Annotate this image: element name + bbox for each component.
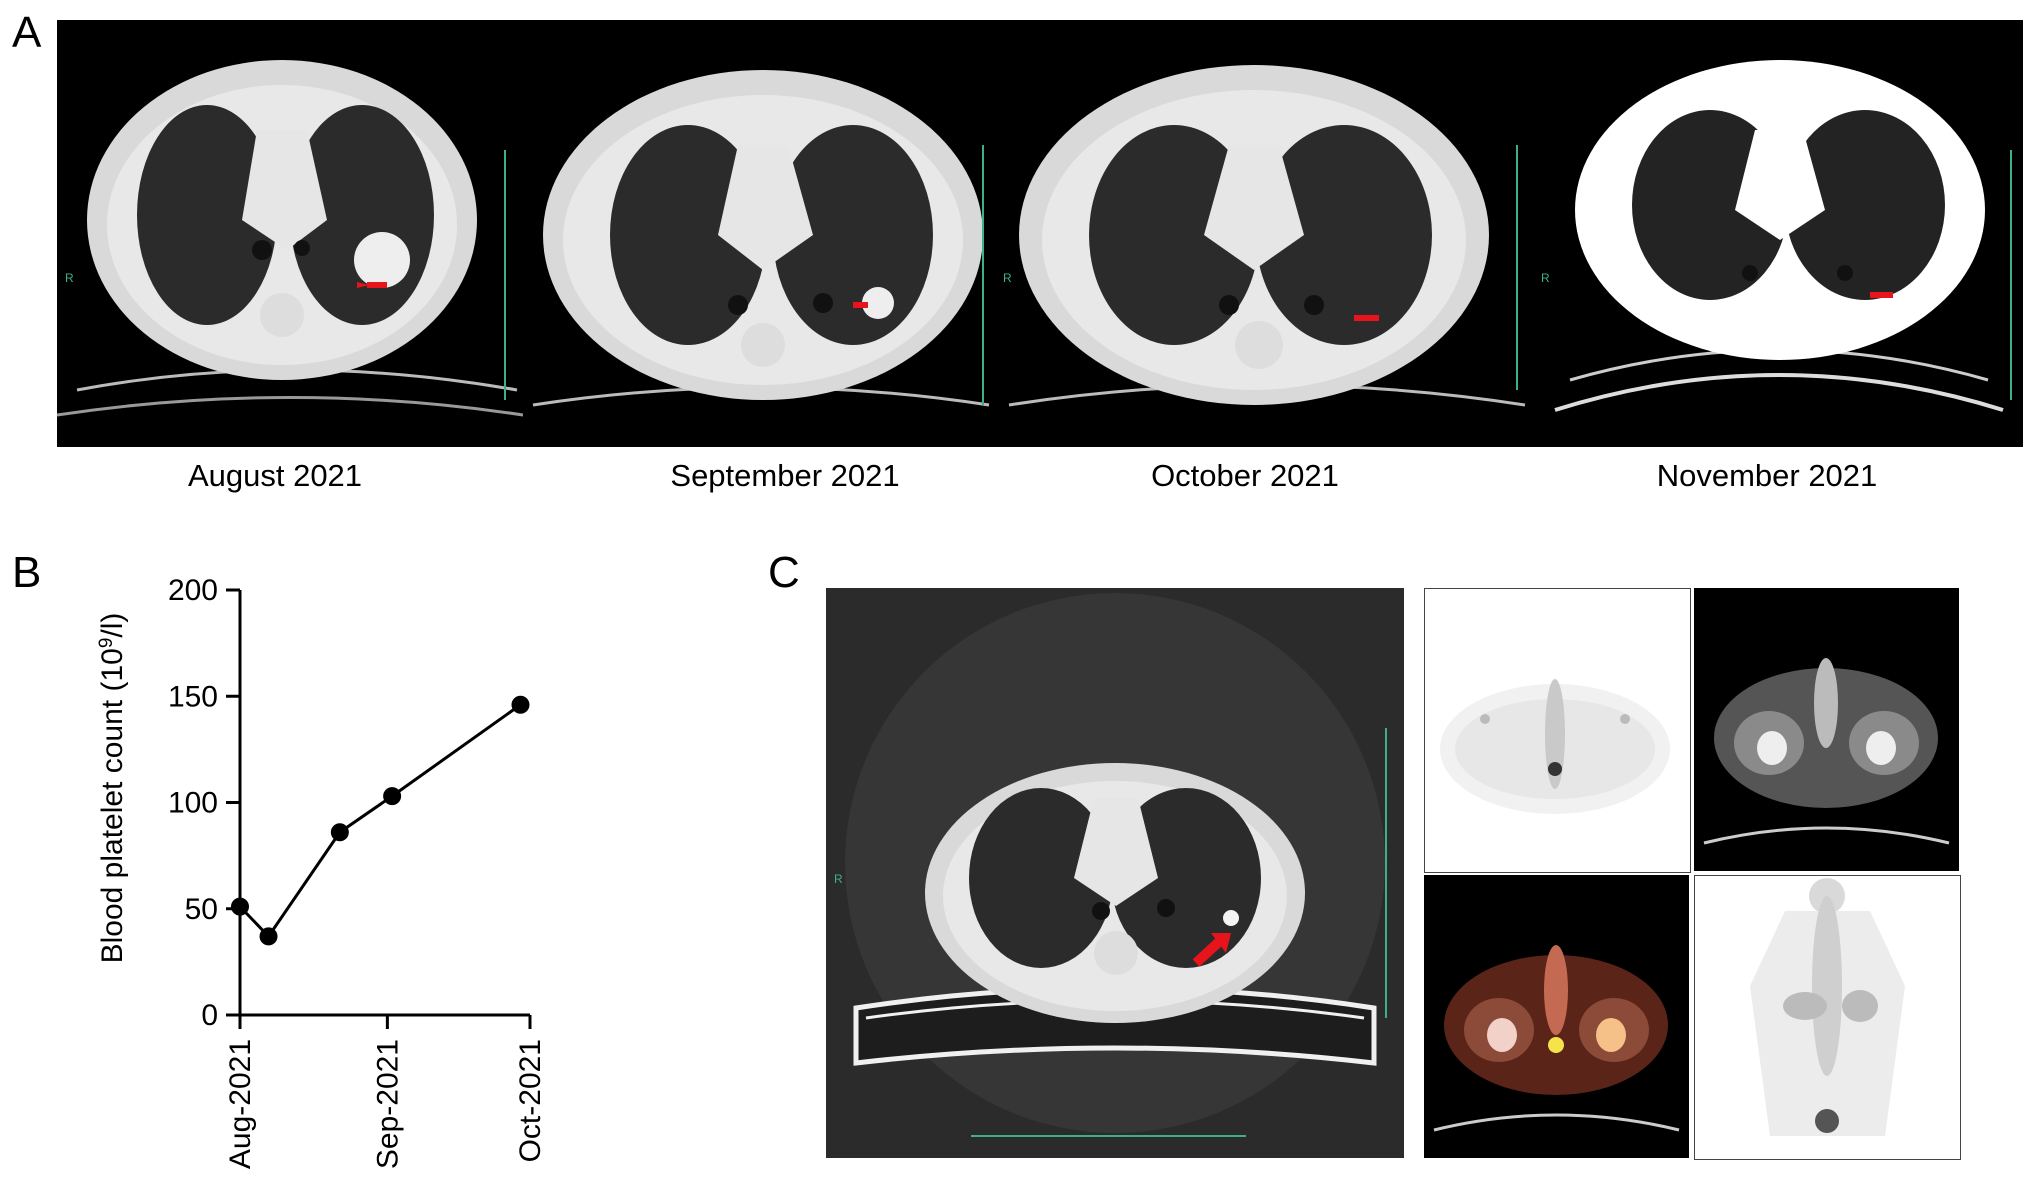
x-tick-label: Sep-2021	[371, 1039, 404, 1169]
chart-axes: 0 50 100 150 200 Aug-2021 Sep-2021 Oct-2021	[168, 574, 547, 1169]
y-tick-label: 200	[168, 574, 218, 607]
y-axis-label: Blood platelet count (109/l)	[96, 613, 130, 964]
svg-text:R: R	[1541, 271, 1550, 285]
ct-scan-september	[523, 20, 999, 447]
caption-october-2021: October 2021	[1151, 458, 1339, 493]
data-point	[330, 823, 349, 842]
pet-ct-fusion-pelvis	[1424, 875, 1689, 1158]
x-tick-label: Aug-2021	[224, 1039, 257, 1169]
panel-label-c: C	[768, 548, 800, 597]
caption-september-2021: September 2021	[670, 458, 900, 493]
ct-scan-october: R	[999, 20, 1535, 447]
svg-text:R: R	[65, 271, 74, 285]
platelet-count-chart: 0 50 100 150 200 Aug-2021 Sep-2021 Oct-2021 Blo…	[96, 574, 548, 1169]
panel-label-b: B	[12, 548, 42, 597]
data-point	[383, 787, 402, 806]
y-tick-label: 50	[185, 893, 218, 926]
ct-scan-november: R	[1535, 20, 2023, 447]
pet-ct-image-grid	[1424, 588, 1961, 1160]
pet-axial-pelvis	[1424, 588, 1691, 873]
svg-text:R: R	[1003, 271, 1012, 285]
y-tick-label: 150	[168, 680, 218, 713]
y-tick-label: 100	[168, 787, 218, 820]
ct-scan-august: R	[57, 20, 523, 447]
y-axis-label-main: Blood platelet count (10	[96, 648, 129, 963]
y-axis-label-tail: /l)	[96, 613, 129, 638]
caption-august-2021: August 2021	[187, 458, 363, 493]
svg-text:R: R	[834, 872, 843, 886]
pet-mip-whole-body	[1694, 875, 1961, 1160]
x-tick-label: Oct-2021	[514, 1039, 547, 1162]
data-point	[259, 927, 278, 946]
chart-marks	[231, 695, 530, 946]
ct-axial-pelvis	[1694, 588, 1959, 871]
data-point	[231, 897, 249, 916]
data-point	[511, 695, 530, 714]
panel-label-a: A	[12, 8, 42, 57]
series-line	[238, 703, 522, 939]
y-axis-label-sup: 9	[96, 638, 117, 649]
y-tick-label: 0	[201, 999, 218, 1032]
ct-scan-strip: R	[57, 20, 2023, 447]
caption-november-2021: November 2021	[1656, 458, 1878, 493]
pet-ct-chest-scan: R	[826, 588, 1404, 1158]
